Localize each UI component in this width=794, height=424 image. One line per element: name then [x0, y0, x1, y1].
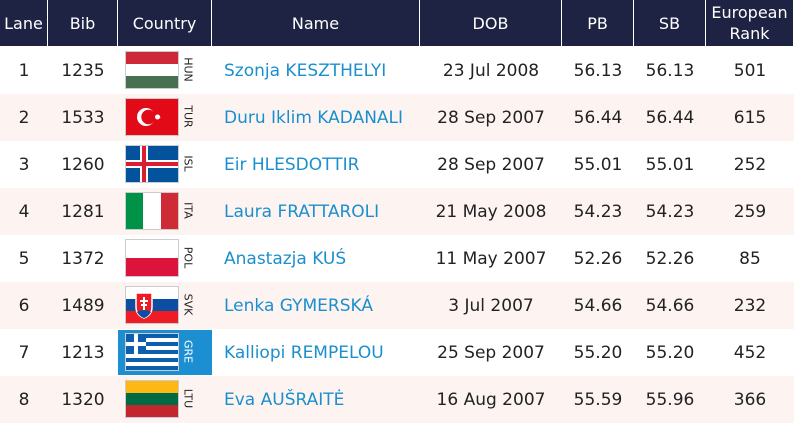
- country-code: TUR: [181, 105, 195, 128]
- rank-cell: 366: [733, 389, 767, 410]
- sb-cell: 55.96: [645, 389, 695, 410]
- country-code: POL: [181, 246, 195, 269]
- bib-cell: 1235: [61, 60, 105, 81]
- dob-cell: 11 May 2007: [435, 248, 547, 269]
- table-row: 2 1533 Duru Iklim KADANALI 28 Sep 2007 56.44…: [0, 94, 794, 141]
- column-header: SB: [634, 0, 706, 46]
- bib-cell: 1260: [61, 154, 105, 175]
- pb-cell: 56.13: [573, 60, 623, 81]
- rank-cell: 452: [733, 342, 767, 363]
- sb-cell: 56.44: [645, 107, 695, 128]
- sb-cell: 56.13: [645, 60, 695, 81]
- table-row: 4 1281 Laura FRATTAROLI 21 May 2008 54.23 54.…: [0, 188, 794, 235]
- rank-cell: 259: [733, 201, 767, 222]
- name-cell: Lenka GYMERSKÁ: [224, 295, 373, 316]
- flag: [125, 286, 179, 324]
- rank-cell: 232: [733, 295, 767, 316]
- bib-cell: 1533: [61, 107, 105, 128]
- name-cell: Duru Iklim KADANALI: [224, 107, 404, 128]
- table-row: 5 1372 Anastazja KUŚ 11 May 2007 52.26 52.26 8…: [0, 235, 794, 282]
- pb-cell: 55.01: [573, 154, 623, 175]
- table-row: 6 1489 Lenka GYMERSKÁ 3 Jul 2007 54.66 54.66 2…: [0, 282, 794, 329]
- name-cell: Eva AUŠRAITĖ: [224, 389, 345, 410]
- flag: [125, 145, 179, 183]
- name-cell: Anastazja KUŚ: [224, 248, 347, 269]
- pb-cell: 55.20: [573, 342, 623, 363]
- sb-cell: 55.01: [645, 154, 695, 175]
- dob-cell: 16 Aug 2007: [436, 389, 546, 410]
- column-header: Bib: [48, 0, 118, 46]
- dob-cell: 21 May 2008: [435, 201, 547, 222]
- dob-cell: 23 Jul 2008: [442, 60, 540, 81]
- name-cell: Laura FRATTAROLI: [224, 201, 380, 222]
- lane-cell: 4: [18, 201, 30, 222]
- table-row: 1 1235 Szonja KESZTHELYI 23 Jul 2008 56.13 56…: [0, 47, 794, 94]
- flag: [125, 333, 179, 371]
- sb-cell: 54.23: [645, 201, 695, 222]
- bib-cell: 1213: [61, 342, 105, 363]
- country-code: SVK: [181, 293, 195, 316]
- column-header: Country: [118, 0, 212, 46]
- flag: [125, 98, 179, 136]
- sb-cell: 54.66: [645, 295, 695, 316]
- lane-cell: 1: [18, 60, 30, 81]
- rank-cell: 85: [739, 248, 761, 269]
- table-row: 8 1320 Eva AUŠRAITĖ 16 Aug 2007 55.59 55.96 36…: [0, 376, 794, 423]
- dob-cell: 28 Sep 2007: [437, 107, 545, 128]
- table-row: 3 1260 Eir HLESDOTTIR 28 Sep 2007 55.01 55.01…: [0, 141, 794, 188]
- lane-cell: 7: [18, 342, 30, 363]
- pb-cell: 54.23: [573, 201, 623, 222]
- flag: [125, 380, 179, 418]
- pb-cell: 52.26: [573, 248, 623, 269]
- sb-cell: 55.20: [645, 342, 695, 363]
- country-code: ISL: [181, 155, 195, 172]
- table-row: 7 1213 Kalliopi REMPELOU 25 Sep 2007 55.20 55…: [0, 329, 794, 376]
- column-header: Name: [212, 0, 420, 46]
- pb-cell: 56.44: [573, 107, 623, 128]
- lane-cell: 5: [18, 248, 30, 269]
- pb-cell: 54.66: [573, 295, 623, 316]
- country-code: GRE: [181, 339, 195, 364]
- dob-cell: 3 Jul 2007: [448, 295, 534, 316]
- dob-cell: 28 Sep 2007: [437, 154, 545, 175]
- country-code: HUN: [181, 57, 195, 82]
- name-cell: Eir HLESDOTTIR: [224, 154, 360, 175]
- lane-cell: 8: [18, 389, 30, 410]
- lane-cell: 3: [18, 154, 30, 175]
- column-header: Lane: [0, 0, 48, 46]
- flag: [125, 239, 179, 277]
- lane-cell: 2: [18, 107, 30, 128]
- name-cell: Szonja KESZTHELYI: [224, 60, 387, 81]
- rank-cell: 615: [733, 107, 767, 128]
- bib-cell: 1372: [61, 248, 105, 269]
- bib-cell: 1489: [61, 295, 105, 316]
- column-header: European Rank: [706, 0, 794, 46]
- dob-cell: 25 Sep 2007: [437, 342, 545, 363]
- rank-cell: 501: [733, 60, 767, 81]
- column-header: PB: [562, 0, 634, 46]
- flag: [125, 192, 179, 230]
- country-code: ITA: [181, 202, 195, 219]
- flag: [125, 51, 179, 89]
- column-header: DOB: [420, 0, 562, 46]
- pb-cell: 55.59: [573, 389, 623, 410]
- sb-cell: 52.26: [645, 248, 695, 269]
- bib-cell: 1281: [61, 201, 105, 222]
- name-cell: Kalliopi REMPELOU: [224, 342, 384, 363]
- lane-cell: 6: [18, 295, 30, 316]
- rank-cell: 252: [733, 154, 767, 175]
- bib-cell: 1320: [61, 389, 105, 410]
- country-code: LTU: [181, 388, 195, 409]
